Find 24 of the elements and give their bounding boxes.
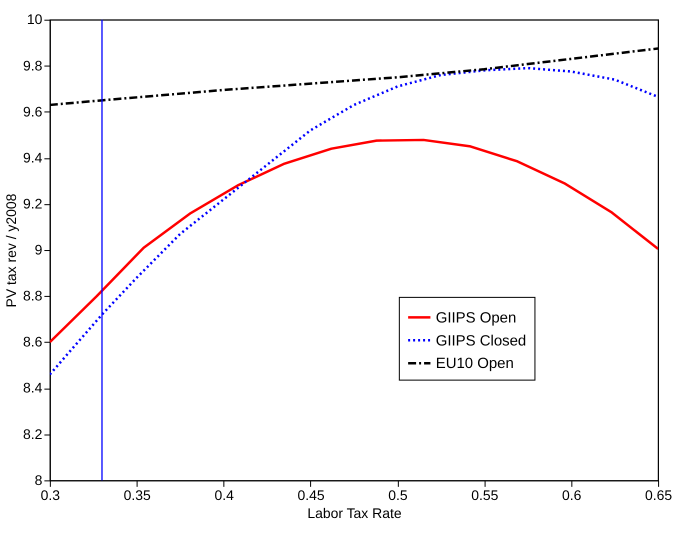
x-tick-label: 0.4	[214, 486, 234, 503]
y-tick-label: 9	[34, 242, 43, 258]
x-tick-label: 0.35	[124, 486, 152, 503]
y-tick-label: 10	[26, 11, 43, 28]
y-tick-label: 8.4	[22, 380, 43, 396]
y-tick-label: 9.8	[22, 57, 43, 74]
y-tick-label: 9.2	[22, 195, 43, 212]
legend-label: GIIPS Closed	[436, 332, 526, 350]
y-tick-label: 8.6	[22, 334, 43, 350]
y-tick-label: 8.2	[22, 426, 43, 442]
legend-label: GIIPS Open	[436, 309, 516, 326]
y-tick-label: 8.8	[22, 288, 43, 304]
x-tick-label: 0.55	[471, 486, 499, 503]
x-tick-label: 0.5	[388, 486, 408, 503]
y-axis-title: PV tax rev / y2008	[2, 193, 19, 308]
legend-label: EU10 Open	[436, 355, 514, 372]
x-axis-title: Labor Tax Rate	[307, 504, 402, 521]
x-tick-label: 0.6	[562, 486, 582, 503]
x-tick-label: 0.45	[297, 486, 325, 503]
y-tick-label: 8	[34, 472, 43, 488]
y-tick-label: 9.6	[22, 103, 43, 120]
y-tick-label: 9.4	[22, 149, 43, 166]
x-tick-label: 0.3	[40, 486, 60, 503]
x-tick-label: 0.65	[645, 486, 672, 503]
